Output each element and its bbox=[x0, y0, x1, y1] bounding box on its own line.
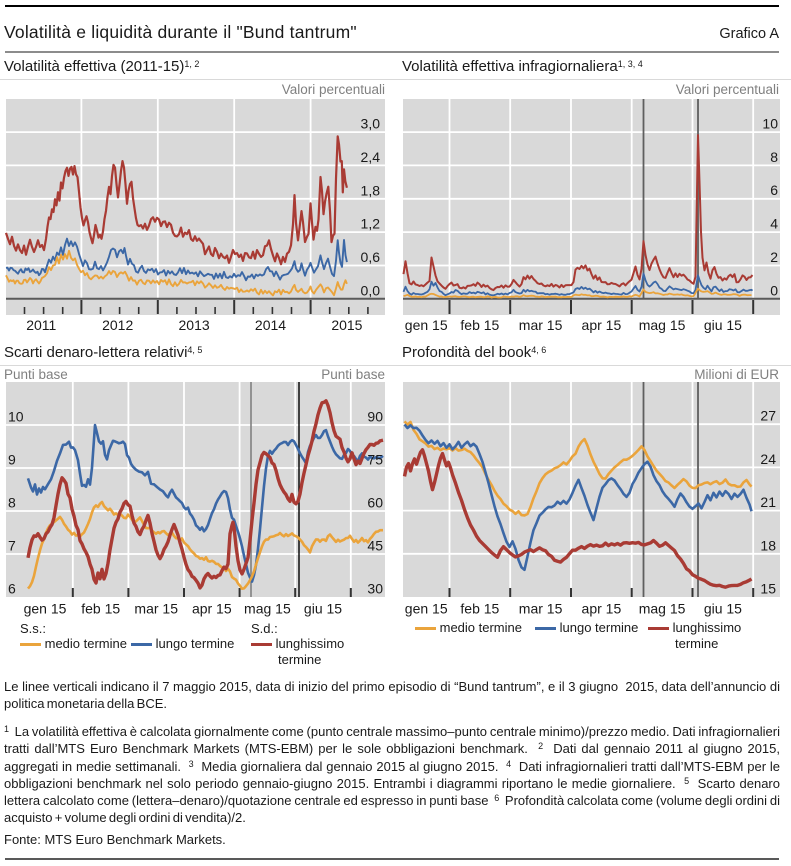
svg-text:mag 15: mag 15 bbox=[638, 317, 685, 333]
svg-text:60: 60 bbox=[367, 495, 383, 511]
svg-text:mag 15: mag 15 bbox=[244, 601, 291, 617]
svg-text:gen 15: gen 15 bbox=[404, 601, 447, 617]
svg-text:10: 10 bbox=[8, 409, 24, 425]
svg-text:90: 90 bbox=[367, 409, 383, 425]
svg-text:2015: 2015 bbox=[331, 317, 362, 333]
svg-text:apr 15: apr 15 bbox=[192, 601, 232, 617]
svg-text:24: 24 bbox=[760, 451, 776, 467]
svg-text:0,0: 0,0 bbox=[361, 282, 381, 298]
svg-text:2013: 2013 bbox=[179, 317, 210, 333]
svg-text:2011: 2011 bbox=[26, 317, 56, 333]
svg-text:18: 18 bbox=[760, 537, 776, 553]
svg-text:30: 30 bbox=[367, 581, 383, 597]
svg-text:giu 15: giu 15 bbox=[304, 601, 342, 617]
svg-text:giu 15: giu 15 bbox=[703, 317, 741, 333]
svg-text:2014: 2014 bbox=[255, 317, 286, 333]
svg-text:feb 15: feb 15 bbox=[81, 601, 120, 617]
svg-text:0,6: 0,6 bbox=[361, 249, 381, 265]
svg-text:feb 15: feb 15 bbox=[460, 601, 499, 617]
svg-text:8: 8 bbox=[8, 495, 16, 511]
svg-text:mar 15: mar 15 bbox=[518, 601, 562, 617]
svg-text:75: 75 bbox=[367, 452, 383, 468]
svg-text:9: 9 bbox=[8, 452, 16, 468]
svg-text:2012: 2012 bbox=[102, 317, 133, 333]
svg-text:gen 15: gen 15 bbox=[24, 601, 67, 617]
svg-text:giu 15: giu 15 bbox=[703, 601, 741, 617]
svg-text:apr 15: apr 15 bbox=[581, 317, 621, 333]
svg-text:gen 15: gen 15 bbox=[404, 317, 447, 333]
svg-text:1,2: 1,2 bbox=[361, 216, 381, 232]
svg-text:mar 15: mar 15 bbox=[134, 601, 178, 617]
svg-text:15: 15 bbox=[760, 581, 776, 597]
svg-text:8: 8 bbox=[770, 149, 778, 165]
svg-text:45: 45 bbox=[367, 538, 383, 554]
svg-text:apr 15: apr 15 bbox=[581, 601, 621, 617]
svg-text:3,0: 3,0 bbox=[361, 116, 381, 132]
svg-text:2: 2 bbox=[770, 249, 778, 265]
svg-text:6: 6 bbox=[770, 182, 778, 198]
svg-text:7: 7 bbox=[8, 538, 16, 554]
svg-text:mar 15: mar 15 bbox=[518, 317, 562, 333]
svg-text:4: 4 bbox=[770, 216, 778, 232]
svg-text:mag 15: mag 15 bbox=[638, 601, 685, 617]
svg-text:0: 0 bbox=[770, 282, 778, 298]
svg-text:10: 10 bbox=[762, 116, 778, 132]
svg-text:2,4: 2,4 bbox=[361, 149, 381, 165]
svg-text:21: 21 bbox=[760, 494, 776, 510]
svg-text:27: 27 bbox=[760, 408, 776, 424]
svg-text:1,8: 1,8 bbox=[361, 182, 381, 198]
svg-text:6: 6 bbox=[8, 581, 16, 597]
svg-text:feb 15: feb 15 bbox=[460, 317, 499, 333]
